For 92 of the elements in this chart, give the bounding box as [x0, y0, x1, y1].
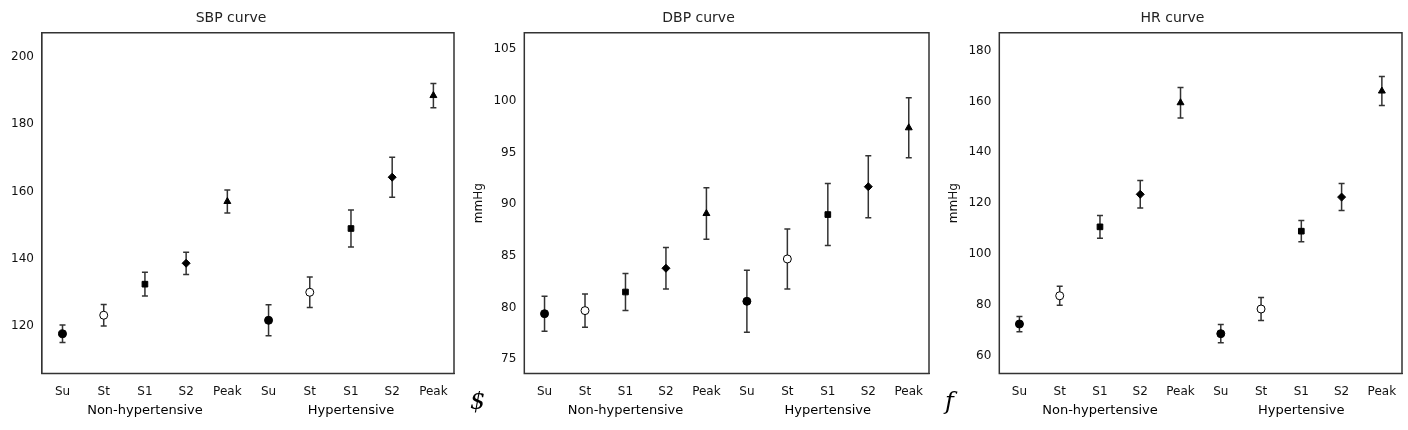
- chart-title: HR curve: [1140, 9, 1205, 26]
- x-tick-label: Su: [54, 383, 71, 398]
- point: [661, 263, 671, 273]
- x-tick-label: St: [303, 383, 317, 398]
- x-tick-label: S1: [1092, 383, 1108, 398]
- x-tick-label: S1: [343, 383, 359, 398]
- x-tick-label: Su: [739, 383, 755, 398]
- y-axis-title: mmHg: [946, 183, 961, 224]
- point: [1176, 98, 1185, 106]
- text: Hypertensive: [784, 401, 872, 417]
- point: [702, 209, 711, 217]
- y-tick-label: 120: [11, 318, 34, 333]
- text: Hypertensive: [1258, 401, 1345, 417]
- point: [223, 197, 232, 205]
- point: [305, 287, 315, 297]
- x-tick-label: S2: [658, 383, 674, 398]
- point: [1055, 291, 1065, 301]
- point: [1096, 223, 1104, 231]
- x-tick-label: S1: [617, 383, 634, 398]
- point: [540, 309, 550, 319]
- point: [863, 182, 873, 192]
- chart-title: SBP curve: [195, 9, 267, 26]
- x-tick-label: Peak: [692, 383, 721, 398]
- y-tick-label: 200: [11, 48, 34, 63]
- point: [1337, 192, 1347, 202]
- point: [1216, 329, 1226, 339]
- point: [1135, 189, 1145, 199]
- y-tick-label: 80: [501, 299, 517, 314]
- x-tick-label: St: [97, 383, 111, 398]
- y-tick-label: 85: [501, 247, 517, 262]
- y-tick-label: 160: [968, 93, 992, 108]
- text: Hypertensive: [307, 401, 395, 417]
- point: [1377, 86, 1386, 94]
- x-tick-label: St: [1254, 383, 1268, 398]
- text: Non-hypertensive: [567, 401, 684, 417]
- text: f: [943, 386, 958, 415]
- y-tick-label: 80: [976, 297, 992, 312]
- y-tick-label: 95: [501, 144, 517, 159]
- x-tick-label: S2: [178, 383, 194, 398]
- x-tick-label: St: [781, 383, 794, 398]
- x-tick-label: St: [1053, 383, 1067, 398]
- x-tick-label: S1: [820, 383, 836, 398]
- x-tick-label: Peak: [894, 383, 924, 398]
- x-tick-label: Su: [260, 383, 277, 398]
- x-tick-label: Peak: [213, 383, 242, 398]
- x-tick-label: Su: [536, 383, 553, 398]
- x-tick-label: S1: [1293, 383, 1309, 398]
- y-tick-label: 120: [968, 195, 992, 210]
- point: [99, 310, 109, 320]
- x-tick-label: Peak: [1166, 383, 1195, 398]
- point: [824, 211, 832, 218]
- point: [181, 258, 191, 268]
- text: $: [470, 386, 486, 415]
- y-tick-label: 160: [11, 183, 34, 198]
- x-tick-label: S2: [1333, 383, 1350, 398]
- text: Non-hypertensive: [87, 401, 203, 417]
- x-tick-label: Su: [1011, 383, 1028, 398]
- x-tick-label: S2: [1132, 383, 1148, 398]
- y-tick-label: 105: [493, 41, 517, 56]
- x-tick-label: S1: [137, 383, 153, 398]
- text: Non-hypertensive: [1042, 401, 1158, 417]
- point: [429, 91, 438, 99]
- x-tick-label: St: [578, 383, 592, 398]
- point: [580, 306, 590, 316]
- y-tick-label: 100: [493, 93, 517, 108]
- point: [1256, 304, 1266, 314]
- point: [58, 329, 68, 339]
- point: [782, 254, 792, 264]
- y-tick-label: 90: [501, 196, 517, 211]
- x-tick-label: Peak: [419, 383, 448, 398]
- y-tick-label: 140: [11, 251, 34, 265]
- point: [264, 315, 274, 325]
- x-tick-label: Peak: [1367, 383, 1397, 398]
- point: [1014, 319, 1024, 329]
- chart-title: DBP curve: [662, 9, 735, 26]
- point: [622, 288, 629, 296]
- y-tick-label: 60: [976, 347, 992, 362]
- y-tick-label: 180: [11, 116, 34, 131]
- y-axis-title: mmHg: [471, 183, 486, 224]
- y-tick-label: 75: [501, 351, 517, 366]
- point: [742, 296, 752, 306]
- y-tick-label: 180: [968, 42, 992, 57]
- point: [904, 123, 913, 131]
- x-tick-label: S2: [384, 383, 400, 398]
- point: [387, 172, 397, 182]
- x-tick-label: Su: [1213, 383, 1229, 398]
- y-tick-label: 140: [968, 144, 992, 159]
- point: [1298, 227, 1305, 235]
- y-tick-label: 100: [968, 246, 992, 261]
- x-tick-label: S2: [860, 383, 876, 398]
- point: [347, 225, 355, 232]
- point: [141, 280, 149, 288]
